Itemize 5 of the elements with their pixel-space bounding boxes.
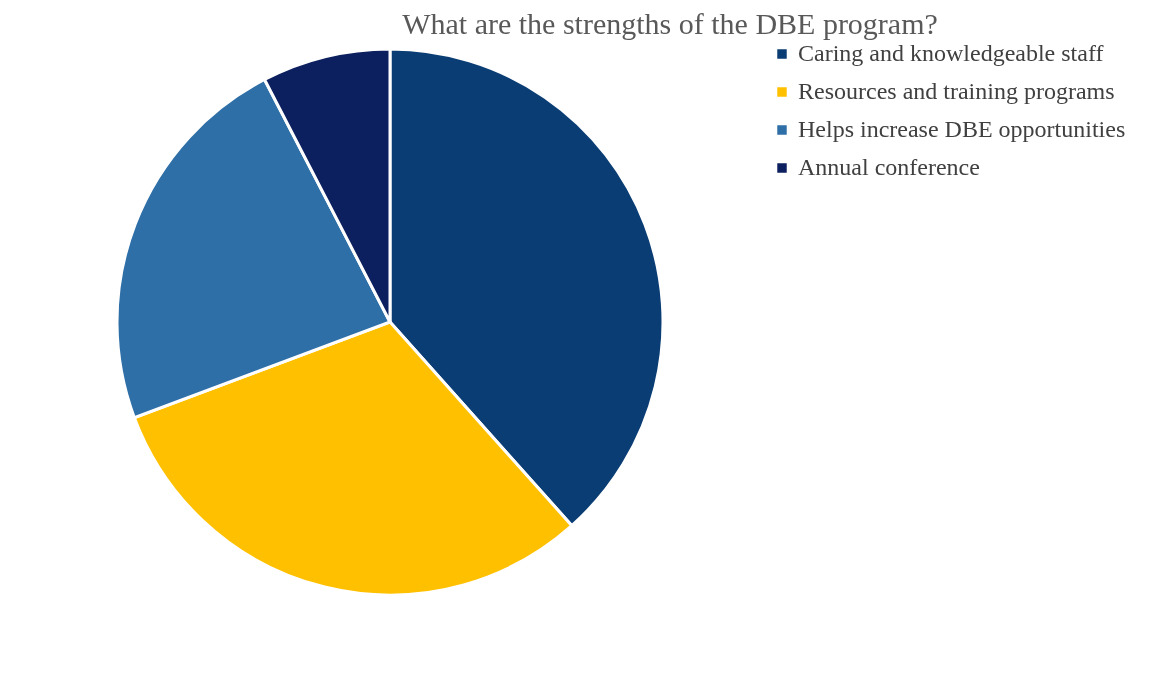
legend-label: Helps increase DBE opportunities — [798, 116, 1126, 142]
legend-label: Resources and training programs — [798, 78, 1115, 104]
chart-title: What are the strengths of the DBE program? — [402, 7, 938, 40]
legend-label: Caring and knowledgeable staff — [798, 40, 1104, 66]
legend-label: Annual conference — [798, 154, 980, 180]
